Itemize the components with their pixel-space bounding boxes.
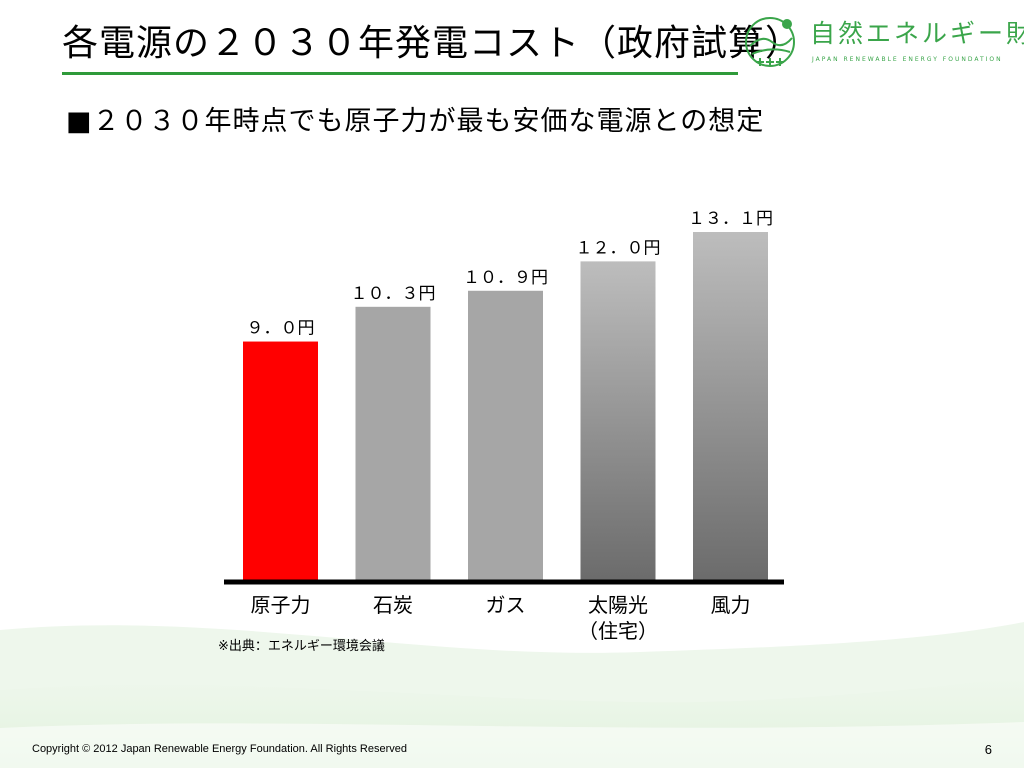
foundation-logo: 自然エネルギー財団 JAPAN RENEWABLE ENERGY FOUNDAT… xyxy=(740,12,1024,72)
bar-4 xyxy=(693,232,768,582)
category-label: 原子力 xyxy=(251,593,311,617)
bar-1 xyxy=(355,306,431,582)
data-label: １０．３円 xyxy=(351,284,436,304)
logo-name-jp: 自然エネルギー財団 xyxy=(810,19,1024,48)
data-label: １３．１円 xyxy=(688,209,773,229)
emblem-figure xyxy=(766,58,774,66)
source-note: ※出典：エネルギー環境会議 xyxy=(218,639,385,654)
emblem-figure xyxy=(776,58,784,66)
category-label: （住宅） xyxy=(578,619,658,643)
slide-title: 各電源の２０３０年発電コスト（政府試算） xyxy=(62,23,803,64)
bar-2 xyxy=(468,290,543,582)
copyright-footer: Copyright © 2012 Japan Renewable Energy … xyxy=(32,743,407,755)
wave-shape xyxy=(0,722,1024,768)
category-label: 太陽光 xyxy=(588,593,648,617)
data-label: １２．０円 xyxy=(576,238,661,258)
category-label: 風力 xyxy=(711,593,751,617)
logo-emblem-icon xyxy=(745,17,795,67)
emblem-figure xyxy=(756,58,764,66)
data-label: ９．０円 xyxy=(247,319,315,339)
emblem-sun xyxy=(782,19,792,29)
title-underline xyxy=(62,72,738,75)
subheading: ■２０３０年時点でも原子力が最も安価な電源との想定 xyxy=(66,106,765,137)
bar-0 xyxy=(243,341,318,582)
emblem-wave xyxy=(751,48,791,55)
page-number: 6 xyxy=(984,742,992,757)
emblem-hill xyxy=(749,37,793,47)
bar-3 xyxy=(580,261,656,582)
data-label: １０．９円 xyxy=(463,268,548,288)
category-label: ガス xyxy=(486,593,526,617)
category-label: 石炭 xyxy=(373,593,413,617)
logo-name-en: JAPAN RENEWABLE ENERGY FOUNDATION xyxy=(812,56,1003,63)
